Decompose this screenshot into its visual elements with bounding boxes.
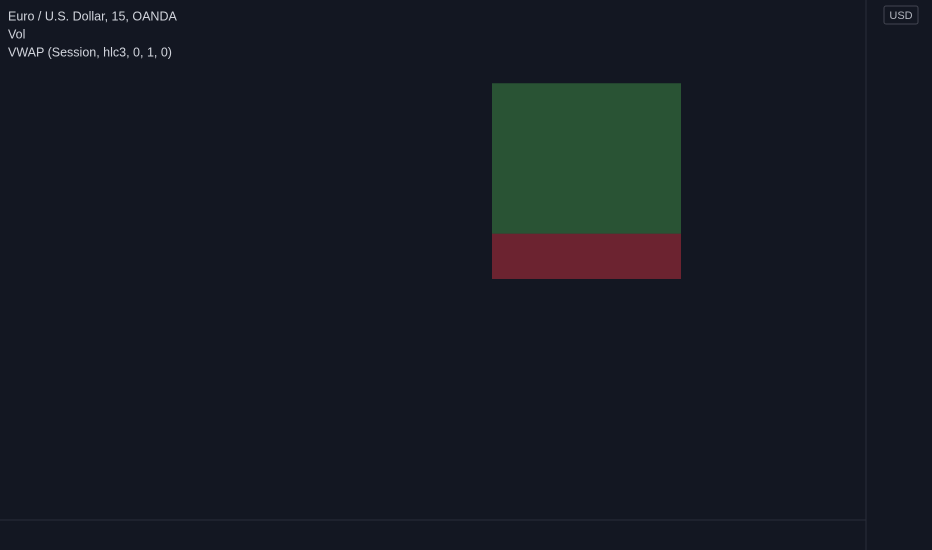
symbol-title[interactable]: Euro / U.S. Dollar, 15, OANDA — [8, 9, 177, 23]
indicator-label[interactable]: VWAP (Session, hlc3, 0, 1, 0) — [8, 45, 172, 59]
loss-zone[interactable] — [492, 233, 681, 279]
profit-zone[interactable] — [492, 83, 681, 234]
indicator-label[interactable]: Vol — [8, 27, 25, 41]
position-tool[interactable] — [492, 83, 681, 279]
currency-box[interactable] — [883, 5, 919, 25]
currency: USD — [889, 10, 912, 22]
